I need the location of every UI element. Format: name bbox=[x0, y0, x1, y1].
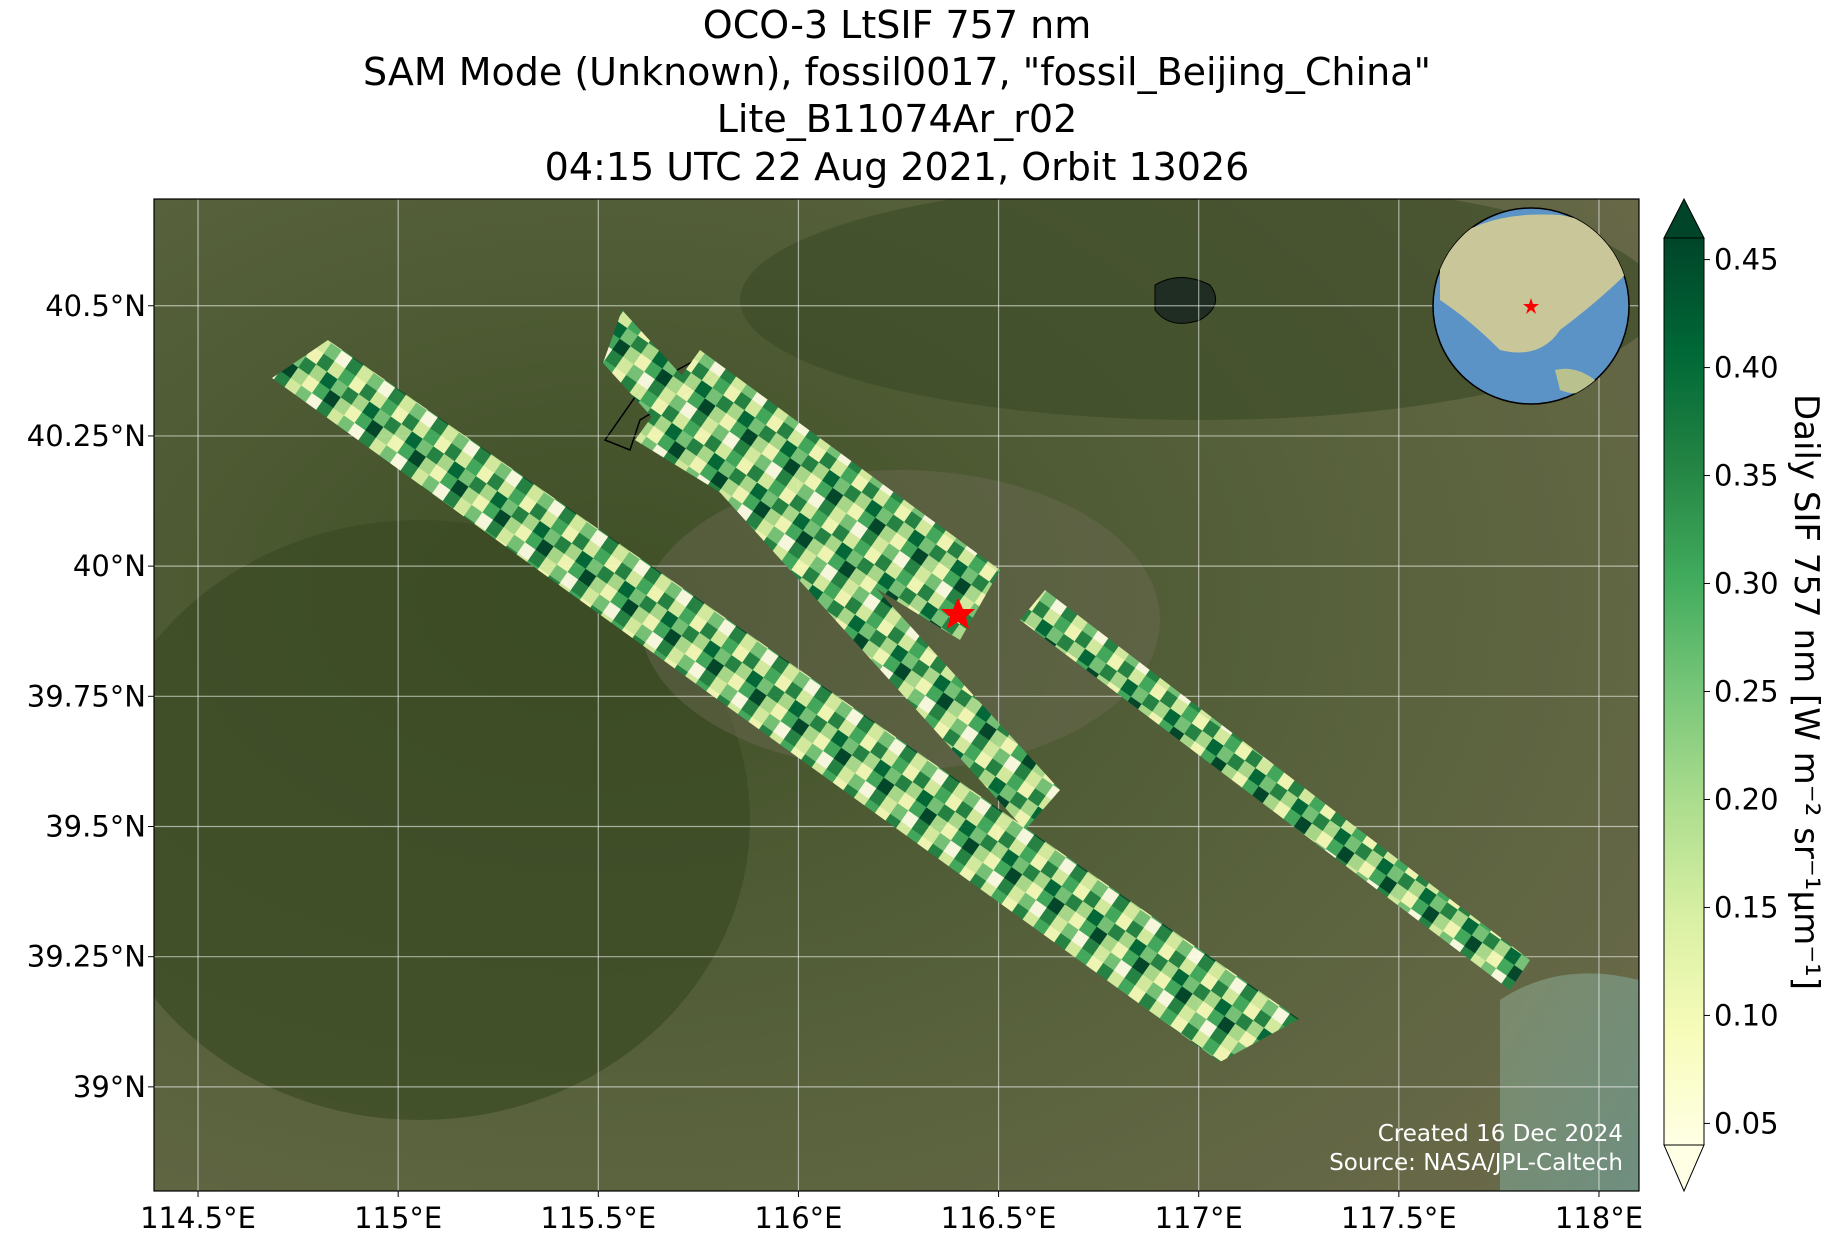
map-frame bbox=[153, 198, 1640, 1192]
colorbar-tick-label: 0.10 bbox=[1714, 998, 1779, 1032]
colorbar-tick-label: 0.30 bbox=[1714, 567, 1779, 601]
colorbar-extend bbox=[1663, 1144, 1705, 1193]
y-tick-label: 39.75°N bbox=[27, 679, 146, 713]
land bbox=[1555, 368, 1595, 394]
colorbar-tick-label: 0.15 bbox=[1714, 890, 1779, 924]
colorbar-label: Daily SIF 757 nm [W m⁻² sr⁻¹μm⁻¹] bbox=[1786, 394, 1826, 990]
credit: Source: NASA/JPL-Caltech bbox=[1329, 1150, 1623, 1176]
site-marker bbox=[941, 598, 975, 629]
title: OCO-3 LtSIF 757 nm bbox=[703, 3, 1091, 47]
basemap: Created 16 Dec 2024 Source: NASA/JPL-Cal… bbox=[154, 199, 1639, 1191]
colorbar: 0.05 0.10 0.15 0.20 0.25 0.30 0.35 0.40 0.45 bbox=[1663, 197, 1779, 1193]
colorbar-tick-label: 0.05 bbox=[1714, 1106, 1779, 1140]
credit: Created 16 Dec 2024 bbox=[1378, 1121, 1623, 1147]
x-tick-label: 116°E bbox=[754, 1201, 842, 1235]
x-tick-label: 116.5°E bbox=[941, 1201, 1057, 1235]
mountains bbox=[154, 520, 750, 1120]
colorbar-tick-label: 0.25 bbox=[1714, 675, 1779, 709]
title: SAM Mode (Unknown), fossil0017, "fossil_… bbox=[363, 50, 1431, 94]
y-tick-label: 40.5°N bbox=[45, 289, 146, 323]
sea bbox=[1500, 973, 1639, 1191]
y-tick-label: 40.25°N bbox=[27, 419, 146, 453]
x-tick-label: 117°E bbox=[1155, 1201, 1243, 1235]
swaths bbox=[272, 310, 1530, 1062]
swath bbox=[635, 350, 1000, 640]
colorbar-tick-label: 0.35 bbox=[1714, 459, 1779, 493]
grid bbox=[154, 199, 1639, 1191]
colorbar-tick-label: 0.20 bbox=[1714, 782, 1779, 816]
colorbar-tick-label: 0.40 bbox=[1714, 351, 1779, 385]
y-tick-label: 39.25°N bbox=[27, 940, 146, 974]
globe-marker bbox=[1523, 298, 1539, 314]
globe-inset bbox=[1432, 207, 1630, 405]
land bbox=[1440, 214, 1629, 353]
x-tick-label: 117.5°E bbox=[1341, 1201, 1457, 1235]
x-tick-label: 118°E bbox=[1555, 1201, 1643, 1235]
x-tick-label: 115°E bbox=[354, 1201, 442, 1235]
colorbar-body bbox=[1663, 237, 1705, 1146]
y-tick-label: 40°N bbox=[73, 549, 146, 583]
x-tick-label: 114.5°E bbox=[140, 1201, 256, 1235]
x-tick-label: 115.5°E bbox=[540, 1201, 656, 1235]
colorbar-tick-label: 0.45 bbox=[1714, 243, 1779, 277]
y-tick-label: 39.5°N bbox=[45, 809, 146, 843]
swath bbox=[272, 340, 1299, 1062]
title: 04:15 UTC 22 Aug 2021, Orbit 13026 bbox=[545, 145, 1250, 189]
y-tick-label: 39°N bbox=[73, 1070, 146, 1104]
title: Lite_B11074Ar_r02 bbox=[717, 97, 1078, 141]
colorbar-extend bbox=[1663, 197, 1705, 239]
swath bbox=[1020, 590, 1530, 990]
